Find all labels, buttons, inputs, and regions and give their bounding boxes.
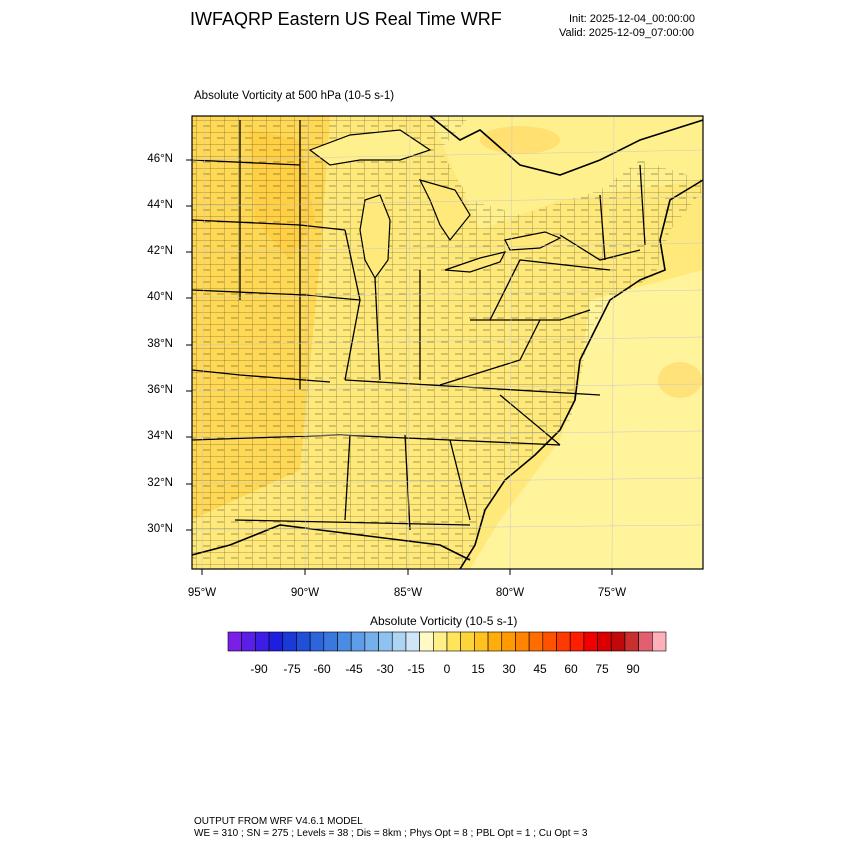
colorbar-swatch	[241, 631, 256, 652]
lon-label-95w: 95°W	[187, 587, 217, 599]
lon-ticks	[201, 569, 613, 575]
colorbar-swatch	[569, 631, 585, 652]
colorbar-swatch	[556, 631, 571, 652]
lake-michigan	[359, 194, 391, 280]
lake-huron	[418, 179, 471, 242]
colorbar-swatch	[624, 631, 639, 652]
colorbar-swatch	[227, 631, 242, 652]
colorbar-swatch	[405, 631, 420, 652]
colorbar-label: -60	[313, 662, 331, 676]
colorbar-label: -45	[345, 662, 363, 676]
colorbar-label: 0	[443, 662, 451, 676]
lat-ticks	[186, 159, 192, 531]
lon-label-90w: 90°W	[290, 587, 320, 599]
lon-label-75w: 75°W	[597, 587, 627, 599]
lake-superior	[308, 129, 432, 166]
lat-label-46n: 46°N	[147, 153, 173, 165]
colorbar-swatch	[487, 631, 503, 652]
colorbar-swatch	[268, 631, 284, 652]
colorbar-label: 90	[626, 662, 640, 676]
colorbar-swatch	[515, 631, 530, 652]
colorbar-label: 30	[502, 662, 516, 676]
colorbar-swatch	[309, 631, 325, 652]
colorbar-swatch	[391, 631, 407, 652]
valid-time: Valid: 2025-12-09_07:00:00	[559, 27, 694, 39]
colorbar-swatch	[446, 631, 461, 652]
colorbar-swatch	[528, 631, 544, 652]
colorbar-swatch	[433, 631, 448, 652]
canada-border	[429, 116, 703, 176]
atlantic-coastline	[459, 179, 703, 569]
lon-label-85w: 85°W	[393, 587, 423, 599]
colorbar-swatch	[638, 631, 653, 652]
lat-label-30n: 30°N	[147, 523, 173, 535]
lake-ontario	[504, 231, 562, 251]
gulf-coastline	[192, 524, 471, 561]
lon-label-80w: 80°W	[495, 587, 525, 599]
colorbar-swatch	[296, 631, 311, 652]
colorbar-swatch	[652, 631, 667, 652]
colorbar-swatch	[501, 631, 516, 652]
colorbar-swatch	[337, 631, 352, 652]
map-frame	[191, 115, 704, 570]
model-info-line1: OUTPUT FROM WRF V4.6.1 MODEL	[194, 816, 363, 827]
colorbar-label: -75	[283, 662, 301, 676]
colorbar-swatch	[460, 631, 475, 652]
lat-label-38n: 38°N	[147, 338, 173, 350]
colorbar-label: 60	[564, 662, 578, 676]
colorbar-swatch	[542, 631, 557, 652]
lat-label-42n: 42°N	[147, 245, 173, 257]
colorbar-swatch	[350, 631, 366, 652]
county-boundaries	[192, 116, 703, 569]
lat-label-44n: 44°N	[147, 199, 173, 211]
colorbar-label: -15	[407, 662, 425, 676]
plot-title: IWFAQRP Eastern US Real Time WRF	[190, 9, 502, 29]
lake-erie	[444, 251, 507, 273]
colorbar-swatch	[255, 631, 270, 652]
lat-label-36n: 36°N	[147, 384, 173, 396]
graticule	[192, 116, 703, 569]
colorbar-swatch	[474, 631, 489, 652]
lat-label-32n: 32°N	[147, 477, 173, 489]
colorbar-swatch	[378, 631, 393, 652]
lat-label-34n: 34°N	[147, 430, 173, 442]
field-subtitle: Absolute Vorticity at 500 hPa (10-5 s-1)	[194, 90, 395, 102]
colorbar-swatch	[323, 631, 338, 652]
colorbar-swatch	[610, 631, 626, 652]
state-boundaries	[192, 120, 646, 531]
vorticity-low-region-ocean	[470, 270, 703, 569]
colorbar-label: 75	[595, 662, 609, 676]
vorticity-patch-offshore	[658, 362, 702, 398]
colorbar-swatch	[419, 631, 434, 652]
colorbar-title: Absolute Vorticity (10-5 s-1)	[370, 614, 518, 628]
model-info-line2: WE = 310 ; SN = 275 ; Levels = 38 ; Dis …	[194, 828, 588, 839]
colorbar-label: -30	[376, 662, 394, 676]
colorbar-swatch	[597, 631, 612, 652]
colorbar-label: 15	[471, 662, 485, 676]
colorbar-swatch	[282, 631, 297, 652]
lat-label-40n: 40°N	[147, 291, 173, 303]
colorbar	[227, 631, 667, 652]
colorbar-label: 45	[533, 662, 547, 676]
colorbar-label: -90	[250, 662, 268, 676]
init-time: Init: 2025-12-04_00:00:00	[569, 13, 695, 25]
colorbar-swatch	[364, 631, 379, 652]
colorbar-swatch	[583, 631, 598, 652]
